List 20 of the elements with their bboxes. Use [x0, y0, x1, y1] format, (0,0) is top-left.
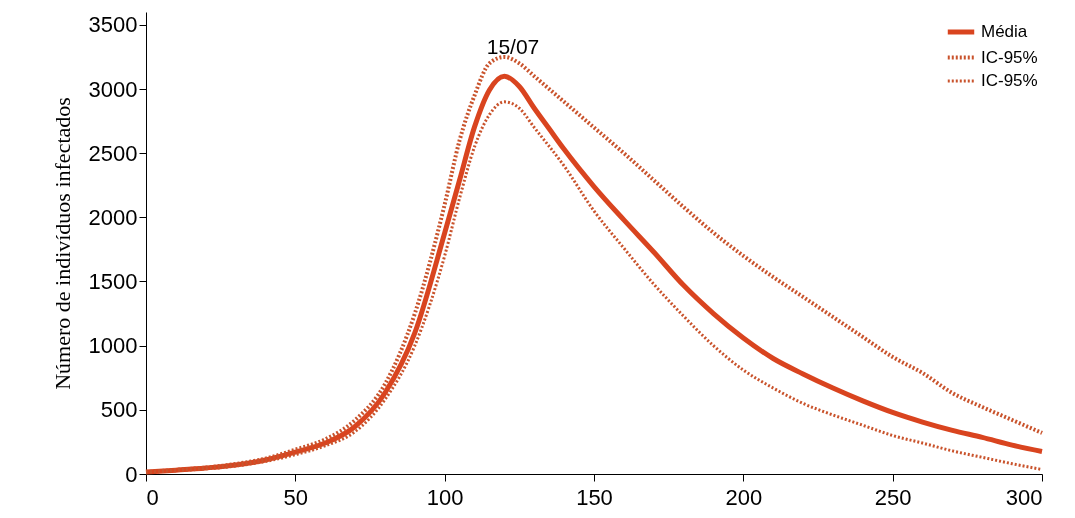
y-tick-label: 1500 [88, 269, 138, 294]
y-tick-label: 2500 [88, 140, 138, 166]
x-tick-label: 100 [426, 484, 464, 510]
annotation: 15/07 [486, 35, 540, 58]
legend-label: Média [981, 22, 1028, 41]
y-tick-label: 500 [100, 397, 138, 423]
y-tick-label: 0 [125, 461, 138, 487]
x-tick-label: 300 [1005, 484, 1043, 510]
x-tick-label: 0 [146, 484, 159, 510]
y-tick-label: 2000 [88, 204, 138, 230]
y-tick-label: 3000 [88, 76, 138, 102]
x-tick-label: 250 [874, 484, 912, 510]
x-tick-label: 150 [576, 484, 613, 510]
legend-label: IC-95% [981, 71, 1038, 90]
legend-label: IC-95% [981, 47, 1038, 67]
x-tick-label: 200 [725, 484, 763, 510]
y-tick-label: 3500 [88, 12, 138, 38]
y-axis-title: Número de indivíduos infectados [49, 97, 75, 390]
x-tick-label: 50 [283, 484, 309, 510]
y-tick-label: 1000 [88, 333, 138, 359]
